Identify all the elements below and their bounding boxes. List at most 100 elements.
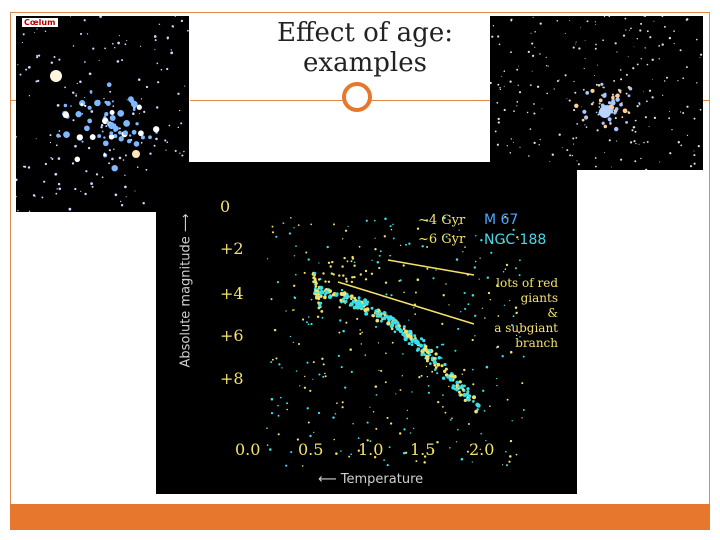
field-star <box>411 391 413 393</box>
background-star <box>41 196 44 199</box>
field-star <box>359 329 361 331</box>
background-star <box>682 112 685 114</box>
main-sequence-star <box>360 307 364 311</box>
field-star <box>442 294 445 297</box>
field-star <box>310 298 313 301</box>
cluster-star <box>109 131 114 136</box>
field-star <box>271 358 274 361</box>
background-star <box>509 152 512 154</box>
background-star <box>577 163 580 166</box>
background-star <box>126 40 128 42</box>
y-tick-0: 0 <box>220 197 231 216</box>
cluster-star <box>97 134 102 139</box>
main-sequence-star <box>471 395 477 400</box>
main-sequence-star <box>440 364 444 368</box>
background-star <box>663 25 666 28</box>
background-star <box>689 165 693 168</box>
background-star <box>526 111 529 114</box>
main-sequence-star <box>405 333 411 338</box>
field-star <box>293 296 297 300</box>
field-star <box>279 396 282 399</box>
field-star <box>489 405 491 408</box>
field-star <box>306 321 308 324</box>
main-sequence-star <box>472 400 475 403</box>
main-sequence-star <box>441 376 446 380</box>
background-star <box>145 168 148 171</box>
background-star <box>697 145 700 148</box>
background-star <box>491 35 494 38</box>
cluster-star <box>598 102 601 105</box>
main-sequence-star <box>346 295 350 299</box>
field-star <box>338 306 341 309</box>
field-star <box>414 313 417 315</box>
background-star <box>568 99 571 102</box>
field-star <box>359 332 362 335</box>
field-star <box>277 404 279 407</box>
background-star <box>518 65 519 67</box>
bright-star <box>132 150 140 158</box>
background-star <box>36 28 38 30</box>
field-star <box>349 348 352 351</box>
main-sequence-star <box>319 294 323 298</box>
main-sequence-star <box>457 385 461 389</box>
giant-star <box>353 264 356 267</box>
background-star <box>124 154 127 157</box>
field-star <box>307 316 310 318</box>
field-star <box>471 461 473 463</box>
field-star <box>408 319 410 321</box>
field-star <box>358 245 361 248</box>
field-star <box>448 385 450 388</box>
giant-star <box>345 280 348 283</box>
field-star <box>375 427 378 430</box>
cluster-star <box>601 121 605 125</box>
field-star <box>437 400 440 404</box>
background-star <box>120 204 124 207</box>
background-star <box>664 80 666 82</box>
field-star <box>313 431 315 434</box>
main-sequence-star <box>443 369 447 373</box>
background-star <box>84 61 86 63</box>
x-tick-2-0: 2.0 <box>469 440 495 459</box>
background-star <box>510 51 512 54</box>
background-star <box>98 59 100 61</box>
background-star <box>497 83 500 86</box>
field-star <box>414 291 417 294</box>
field-star <box>378 369 380 372</box>
field-star <box>509 439 513 443</box>
main-sequence-star <box>434 366 438 369</box>
background-star <box>636 63 639 66</box>
field-star <box>376 261 380 264</box>
background-star <box>55 144 58 147</box>
background-star <box>108 149 111 152</box>
background-star <box>620 158 623 161</box>
field-star <box>449 419 452 421</box>
field-star <box>289 335 292 338</box>
background-star <box>611 93 614 96</box>
main-sequence-star <box>476 403 481 408</box>
field-star <box>505 464 509 467</box>
background-star <box>614 42 617 45</box>
field-star <box>497 315 500 317</box>
main-sequence-star <box>410 343 414 347</box>
field-star <box>302 318 305 321</box>
background-star <box>583 67 585 70</box>
annotation-line-giants <box>387 259 475 276</box>
background-star <box>585 126 588 128</box>
background-star <box>619 69 622 71</box>
background-star <box>499 87 501 89</box>
field-star <box>345 321 348 324</box>
field-star <box>427 384 430 387</box>
main-sequence-star <box>409 334 413 339</box>
field-star <box>271 225 274 228</box>
field-star <box>375 394 378 396</box>
background-star <box>633 140 636 143</box>
background-star <box>575 41 577 43</box>
field-star <box>436 441 439 444</box>
field-star <box>303 375 306 378</box>
background-star <box>124 43 127 46</box>
giant-star <box>338 274 341 277</box>
background-star <box>516 105 518 107</box>
field-star <box>350 453 353 456</box>
field-star <box>338 331 341 334</box>
background-star <box>494 130 497 133</box>
